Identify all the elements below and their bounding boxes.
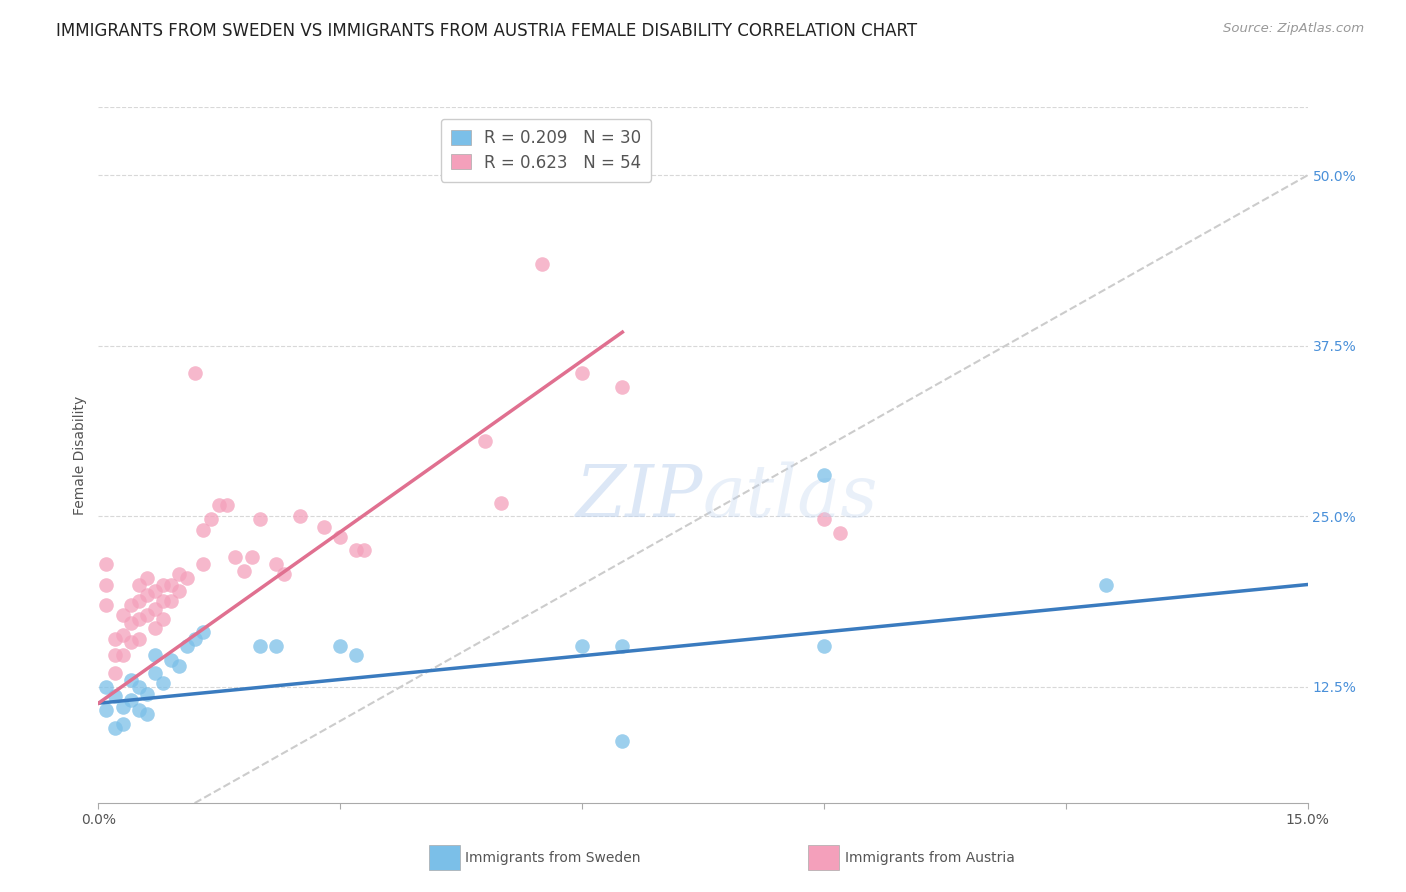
Point <box>128 612 150 626</box>
Point <box>128 703 150 717</box>
Point <box>120 635 142 649</box>
Point <box>160 577 183 591</box>
Point <box>193 625 215 640</box>
Point <box>167 584 190 599</box>
Point <box>184 366 207 380</box>
Point <box>143 648 166 663</box>
Point <box>232 564 254 578</box>
Point <box>103 666 125 681</box>
Point <box>288 509 311 524</box>
Point <box>128 680 150 694</box>
Point <box>103 648 125 663</box>
Point <box>111 700 134 714</box>
Point <box>152 577 174 591</box>
Point <box>143 621 166 635</box>
Point <box>249 512 271 526</box>
Point <box>828 525 851 540</box>
Point <box>474 434 496 449</box>
Point <box>135 589 157 603</box>
Point <box>176 639 198 653</box>
Text: IMMIGRANTS FROM SWEDEN VS IMMIGRANTS FROM AUSTRIA FEMALE DISABILITY CORRELATION : IMMIGRANTS FROM SWEDEN VS IMMIGRANTS FRO… <box>56 22 917 40</box>
Point <box>249 639 271 653</box>
Point <box>135 707 157 722</box>
Point <box>135 571 157 585</box>
Y-axis label: Female Disability: Female Disability <box>73 395 87 515</box>
Point <box>135 687 157 701</box>
Point <box>152 675 174 690</box>
Point <box>612 639 634 653</box>
Point <box>152 612 174 626</box>
Point <box>143 602 166 616</box>
Point <box>208 499 231 513</box>
Point <box>193 557 215 571</box>
Point <box>240 550 263 565</box>
Point <box>813 639 835 653</box>
Point <box>96 703 118 717</box>
Point <box>120 673 142 687</box>
Point <box>128 577 150 591</box>
Point <box>353 543 375 558</box>
Point <box>176 571 198 585</box>
Point <box>200 512 222 526</box>
Point <box>111 607 134 622</box>
Point <box>344 543 367 558</box>
Point <box>167 659 190 673</box>
Text: Immigrants from Sweden: Immigrants from Sweden <box>465 851 641 865</box>
Point <box>571 639 593 653</box>
Point <box>128 594 150 608</box>
Point <box>612 380 634 394</box>
Point <box>813 512 835 526</box>
Point <box>111 648 134 663</box>
Point <box>135 607 157 622</box>
Point <box>1095 577 1118 591</box>
Point <box>120 615 142 630</box>
Point <box>612 734 634 748</box>
Point <box>314 520 336 534</box>
Point <box>120 598 142 612</box>
Point <box>184 632 207 646</box>
Point <box>103 632 125 646</box>
Point <box>217 499 239 513</box>
Point <box>143 584 166 599</box>
Point <box>264 639 287 653</box>
Text: ZIP: ZIP <box>575 461 703 532</box>
Point <box>111 628 134 642</box>
Point <box>96 557 118 571</box>
Point <box>193 523 215 537</box>
Point <box>264 557 287 571</box>
Point <box>273 566 295 581</box>
Point <box>103 690 125 704</box>
Text: atlas: atlas <box>703 461 879 532</box>
Point <box>152 594 174 608</box>
Point <box>571 366 593 380</box>
Text: Source: ZipAtlas.com: Source: ZipAtlas.com <box>1223 22 1364 36</box>
Point <box>120 693 142 707</box>
Point <box>96 680 118 694</box>
Point <box>96 577 118 591</box>
Point <box>491 496 513 510</box>
Point <box>160 594 183 608</box>
Legend: R = 0.209   N = 30, R = 0.623   N = 54: R = 0.209 N = 30, R = 0.623 N = 54 <box>440 119 651 181</box>
Point <box>143 666 166 681</box>
Text: Immigrants from Austria: Immigrants from Austria <box>845 851 1015 865</box>
Point <box>103 721 125 735</box>
Point <box>813 468 835 483</box>
Point <box>111 716 134 731</box>
Point <box>224 550 246 565</box>
Point <box>96 598 118 612</box>
Point <box>160 652 183 666</box>
Point <box>329 639 352 653</box>
Point <box>530 257 553 271</box>
Point <box>128 632 150 646</box>
Point <box>167 566 190 581</box>
Point <box>344 648 367 663</box>
Point <box>329 530 352 544</box>
